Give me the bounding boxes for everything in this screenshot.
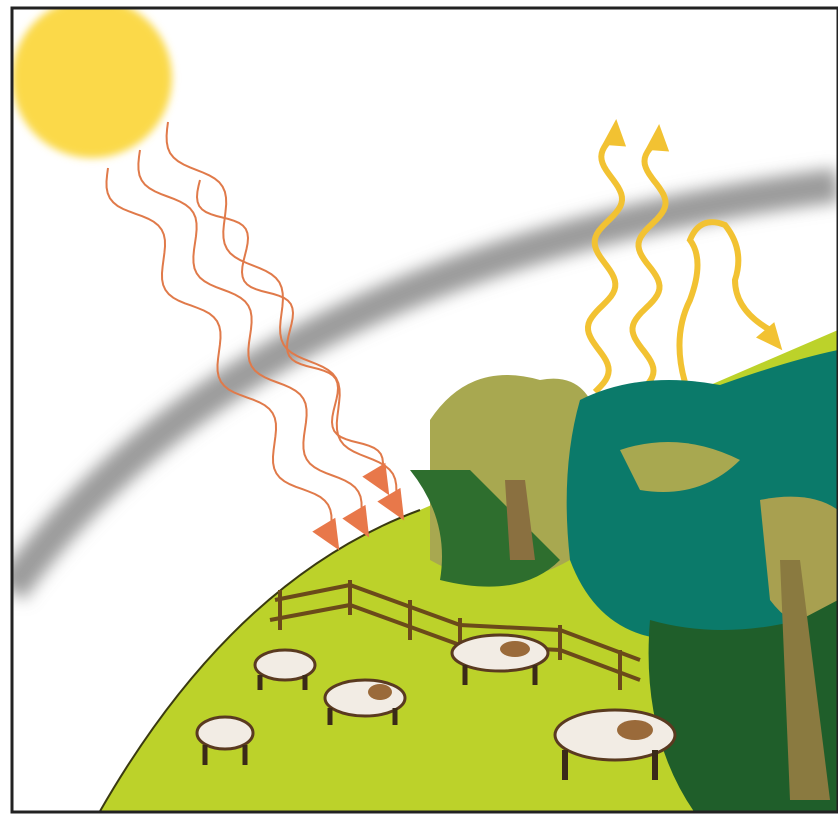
illustration [0, 0, 838, 817]
sun [12, 0, 172, 158]
